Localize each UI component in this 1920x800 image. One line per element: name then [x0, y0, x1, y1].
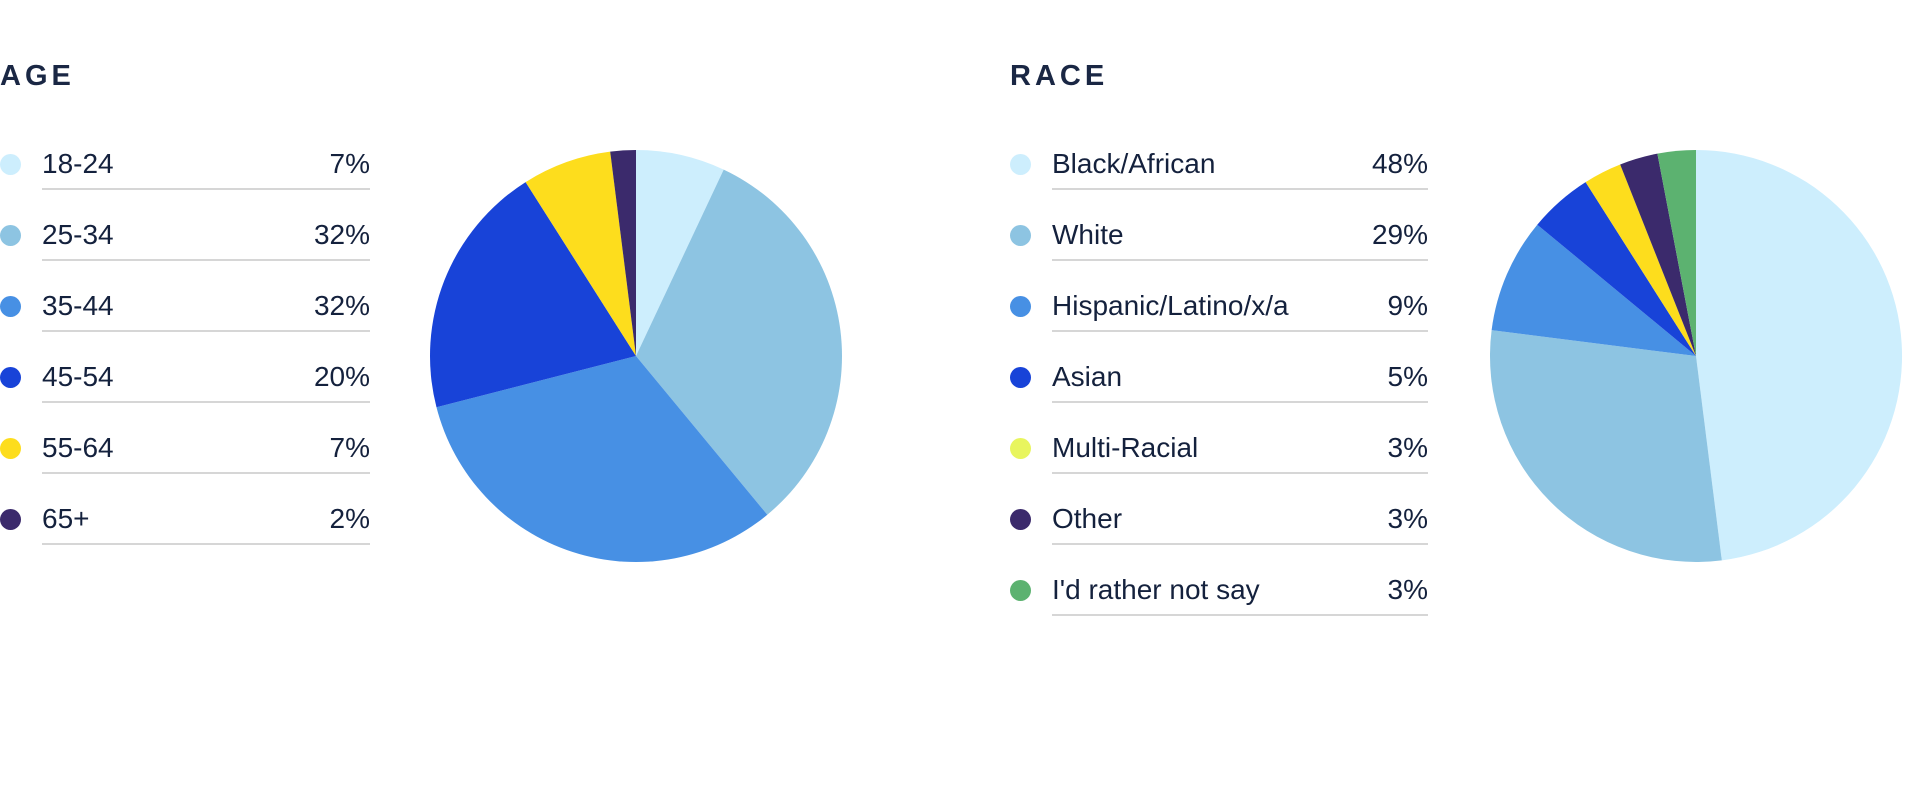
age-legend-label: 18-24 [42, 148, 114, 179]
race-legend-label: I'd rather not say [1052, 574, 1260, 605]
race-legend-value: 9% [1387, 290, 1428, 321]
age-legend-value: 7% [329, 432, 370, 463]
age-pie-slice-25-34 [636, 169, 843, 515]
legend-divider [42, 543, 370, 545]
race-legend-swatch [1010, 580, 1031, 601]
race-pie-slice-asian [1537, 182, 1696, 356]
age-legend-swatch [0, 438, 21, 459]
age-legend-item-35-44: 35-44 32% [0, 270, 370, 341]
race-legend-item-white: White 29% [1010, 199, 1428, 270]
age-pie-slice-35-44 [436, 356, 768, 563]
legend-divider [42, 472, 370, 474]
race-legend-value: 3% [1387, 432, 1428, 463]
age-legend-value: 20% [313, 361, 370, 392]
race-legend-item-other: Other 3% [1010, 483, 1428, 554]
race-legend-swatch [1010, 225, 1031, 246]
legend-divider [1052, 330, 1428, 332]
age-legend-label: 65+ [42, 503, 90, 534]
age-legend-value: 7% [329, 148, 370, 179]
age-legend-value: 32% [313, 219, 370, 250]
race-pie-slice-i-d-rather-not-say [1657, 150, 1696, 356]
age-legend: 18-24 7% 25-34 32% 35-44 32% 45-54 20% 55-64 7% 65… [0, 128, 370, 554]
legend-divider [42, 330, 370, 332]
age-legend-value: 32% [313, 290, 370, 321]
age-pie-chart [429, 150, 843, 563]
legend-divider [42, 259, 370, 261]
age-legend-swatch [0, 367, 21, 388]
age-pie-slice-55-64 [525, 151, 636, 356]
race-legend-value: 3% [1387, 503, 1428, 534]
race-legend-label: Other [1052, 503, 1123, 534]
age-legend-item-25-34: 25-34 32% [0, 199, 370, 270]
age-legend-label: 55-64 [42, 432, 114, 463]
age-legend-label: 45-54 [42, 361, 114, 392]
legend-divider [1052, 401, 1428, 403]
race-legend-value: 3% [1387, 574, 1428, 605]
age-legend-value: 2% [329, 503, 370, 534]
race-legend-value: 48% [1371, 148, 1428, 179]
legend-divider [1052, 472, 1428, 474]
race-legend-label: White [1052, 219, 1124, 250]
race-chart-title: RACE [1010, 60, 1109, 92]
race-legend: Black/African 48% White 29% Hispanic/Latino/… [1010, 128, 1428, 625]
race-legend-value: 5% [1387, 361, 1428, 392]
age-legend-label: 35-44 [42, 290, 114, 321]
age-legend-swatch [0, 154, 21, 175]
age-legend-label: 25-34 [42, 219, 114, 250]
race-legend-item-multi-racial: Multi-Racial 3% [1010, 412, 1428, 483]
age-legend-item-45-54: 45-54 20% [0, 341, 370, 412]
race-pie-slice-black-african [1696, 150, 1903, 561]
legend-divider [1052, 543, 1428, 545]
legend-divider [1052, 259, 1428, 261]
race-legend-swatch [1010, 438, 1031, 459]
race-legend-label: Asian [1052, 361, 1123, 392]
race-legend-label: Multi-Racial [1052, 432, 1199, 463]
race-legend-item-hispanic-latino-x-a: Hispanic/Latino/x/a 9% [1010, 270, 1428, 341]
age-legend-item-65: 65+ 2% [0, 483, 370, 554]
age-legend-swatch [0, 225, 21, 246]
age-chart-title: AGE [0, 60, 75, 92]
race-legend-swatch [1010, 154, 1031, 175]
race-legend-item-black-african: Black/African 48% [1010, 128, 1428, 199]
race-legend-swatch [1010, 509, 1031, 530]
legend-divider [1052, 614, 1428, 616]
race-legend-item-i-d-rather-not-say: I'd rather not say 3% [1010, 554, 1428, 625]
age-chart-panel: AGE 18-24 7% 25-34 32% 35-44 32% 45-54 20% 55-64… [0, 60, 843, 563]
age-legend-swatch [0, 296, 21, 317]
race-legend-swatch [1010, 296, 1031, 317]
race-pie-slice-other [1620, 153, 1696, 356]
legend-divider [42, 401, 370, 403]
race-legend-value: 29% [1371, 219, 1428, 250]
race-legend-label: Black/African [1052, 148, 1216, 179]
age-legend-item-55-64: 55-64 7% [0, 412, 370, 483]
age-legend-item-18-24: 18-24 7% [0, 128, 370, 199]
race-legend-swatch [1010, 367, 1031, 388]
age-pie-slice-65 [610, 150, 636, 356]
race-pie-chart [1489, 150, 1903, 563]
race-legend-label: Hispanic/Latino/x/a [1052, 290, 1289, 321]
race-pie-slice-multi-racial [1585, 164, 1696, 356]
race-pie-slice-white [1489, 330, 1722, 563]
legend-divider [1052, 188, 1428, 190]
race-chart-panel: RACE Black/African 48% White 29% Hispanic/La… [1010, 0, 1920, 800]
race-pie-slice-hispanic-latino-x-a [1491, 224, 1696, 356]
age-pie-slice-18-24 [636, 150, 724, 356]
age-pie-slice-45-54 [429, 182, 636, 408]
legend-divider [42, 188, 370, 190]
race-legend-item-asian: Asian 5% [1010, 341, 1428, 412]
age-legend-swatch [0, 509, 21, 530]
